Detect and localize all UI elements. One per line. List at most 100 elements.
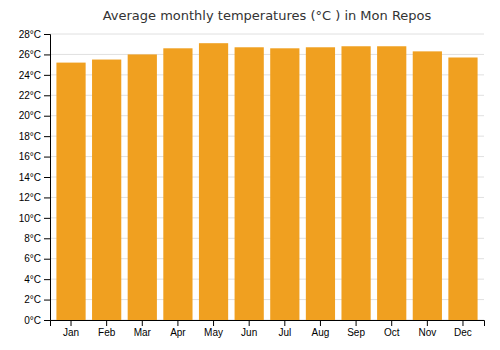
tick-mark — [284, 320, 285, 326]
tick-mark — [177, 320, 178, 326]
y-tick: 12°C — [19, 192, 50, 203]
tick-mark — [44, 136, 50, 137]
x-axis: Jan Feb Mar Apr May Jun Jul Aug Sep Oct Nov Dec — [51, 320, 485, 338]
bar — [341, 46, 370, 320]
x-tick: Dec — [454, 320, 472, 338]
tick-mark — [44, 218, 50, 219]
tick-label: 22°C — [19, 90, 41, 101]
tick-mark — [427, 320, 428, 326]
tick-label: Mar — [134, 327, 152, 338]
bars — [56, 43, 477, 320]
y-tick: 14°C — [19, 172, 50, 183]
bar — [306, 47, 335, 320]
bar — [128, 54, 157, 320]
tick-label: 10°C — [19, 213, 41, 224]
tick-label: 4°C — [24, 274, 41, 285]
y-tick: 20°C — [19, 110, 50, 121]
tick-label: 16°C — [19, 151, 41, 162]
axis-line — [44, 35, 51, 321]
x-tick: Jul — [278, 320, 291, 338]
tick-mark — [106, 320, 107, 326]
tick-mark — [213, 320, 214, 326]
tick-label: 8°C — [24, 233, 41, 244]
tick-label: Jan — [63, 327, 79, 338]
y-tick: 28°C — [19, 29, 50, 40]
y-tick: 4°C — [24, 274, 50, 285]
x-tick: Apr — [170, 320, 186, 338]
plot: 0°C 2°C 4°C 6°C 8°C 10°C 12°C 14°C 16°C 18°C 20°C 2… — [19, 29, 485, 338]
x-tick: Nov — [418, 320, 436, 338]
bar — [235, 47, 264, 320]
tick-mark — [44, 259, 50, 260]
tick-mark — [44, 157, 50, 158]
tick-mark — [71, 320, 72, 326]
tick-label: Jul — [278, 327, 291, 338]
y-tick: 6°C — [24, 253, 50, 264]
y-tick: 18°C — [19, 131, 50, 142]
x-tick: May — [204, 320, 223, 338]
tick-label: Dec — [454, 327, 472, 338]
tick-label: Feb — [98, 327, 116, 338]
tick-label: Aug — [312, 327, 330, 338]
bar — [163, 48, 192, 320]
tick-mark — [391, 320, 392, 326]
x-tick: Feb — [98, 320, 116, 338]
tick-label: 20°C — [19, 110, 41, 121]
bar — [448, 57, 477, 320]
tick-mark — [44, 34, 50, 35]
tick-label: Oct — [384, 327, 400, 338]
tick-mark — [44, 300, 50, 301]
y-tick: 0°C — [24, 315, 50, 326]
tick-mark — [356, 320, 357, 326]
tick-mark — [249, 320, 250, 326]
x-tick: Oct — [384, 320, 400, 338]
tick-mark — [44, 54, 50, 55]
tick-label: 28°C — [19, 29, 41, 40]
bar — [92, 60, 121, 320]
bar — [270, 48, 299, 320]
y-tick: 8°C — [24, 233, 50, 244]
tick-label: Nov — [418, 327, 436, 338]
tick-mark — [44, 320, 50, 321]
bar — [56, 63, 85, 320]
tick-mark — [320, 320, 321, 326]
chart: 0°C 2°C 4°C 6°C 8°C 10°C 12°C 14°C 16°C 18°C 20°C 2… — [0, 0, 500, 350]
tick-label: 14°C — [19, 172, 41, 183]
axis-line — [51, 321, 485, 327]
y-tick: 2°C — [24, 294, 50, 305]
tick-mark — [44, 177, 50, 178]
x-tick: Jan — [63, 320, 79, 338]
bar — [377, 46, 406, 320]
tick-label: 2°C — [24, 294, 41, 305]
y-tick: 10°C — [19, 213, 50, 224]
tick-label: 24°C — [19, 70, 41, 81]
tick-mark — [44, 238, 50, 239]
bar — [413, 51, 442, 320]
grid — [50, 34, 484, 320]
tick-mark — [44, 197, 50, 198]
tick-label: 0°C — [24, 315, 41, 326]
tick-label: 6°C — [24, 253, 41, 264]
tick-label: Jun — [241, 327, 257, 338]
x-tick: Jun — [241, 320, 257, 338]
y-tick: 24°C — [19, 70, 50, 81]
tick-mark — [44, 116, 50, 117]
tick-mark — [44, 95, 50, 96]
tick-mark — [142, 320, 143, 326]
tick-label: Sep — [347, 327, 365, 338]
bar — [199, 43, 228, 320]
title: Average monthly temperatures (°C ) in Mo… — [103, 8, 432, 23]
y-tick: 22°C — [19, 90, 50, 101]
y-tick: 26°C — [19, 49, 50, 60]
x-tick: Sep — [347, 320, 365, 338]
y-tick: 16°C — [19, 151, 50, 162]
tick-label: 12°C — [19, 192, 41, 203]
tick-mark — [44, 279, 50, 280]
grid-line — [50, 34, 484, 35]
x-tick: Mar — [134, 320, 152, 338]
tick-label: 18°C — [19, 131, 41, 142]
tick-mark — [44, 75, 50, 76]
x-tick: Aug — [312, 320, 330, 338]
tick-label: Apr — [170, 327, 186, 338]
tick-label: 26°C — [19, 49, 41, 60]
